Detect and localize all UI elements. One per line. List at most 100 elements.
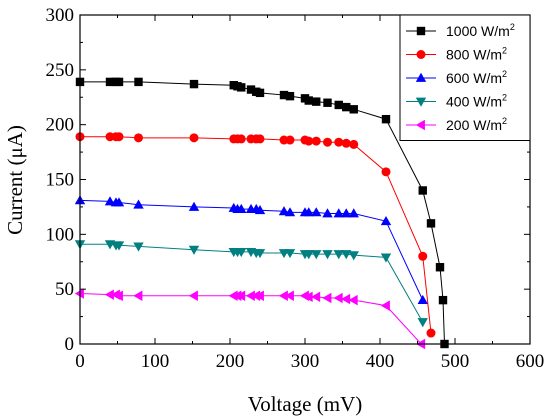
legend-item: 400 W/m2 xyxy=(406,93,507,110)
x-tick-label: 300 xyxy=(291,351,320,372)
x-tick-label: 100 xyxy=(141,351,170,372)
series-2 xyxy=(74,195,428,305)
data-point xyxy=(417,318,428,328)
data-point xyxy=(254,249,266,259)
data-point xyxy=(105,77,115,87)
data-point xyxy=(236,134,246,144)
data-point xyxy=(188,201,200,211)
x-tick-label: 400 xyxy=(366,351,395,372)
data-point xyxy=(104,196,116,206)
data-point xyxy=(348,208,359,218)
data-point xyxy=(417,294,428,305)
series-3 xyxy=(74,240,428,328)
data-point xyxy=(322,250,333,260)
data-point xyxy=(303,250,314,260)
data-point xyxy=(322,208,333,218)
data-point xyxy=(418,186,427,195)
data-point xyxy=(333,250,344,260)
data-point xyxy=(333,208,344,218)
legend-marker xyxy=(415,119,425,131)
data-point xyxy=(284,207,296,217)
data-point xyxy=(133,290,143,301)
series-4 xyxy=(74,288,426,350)
data-point xyxy=(435,263,445,272)
data-point xyxy=(349,105,358,114)
y-axis-title: Current (μA) xyxy=(3,125,27,235)
data-point xyxy=(380,300,390,311)
data-point xyxy=(311,207,322,217)
data-point xyxy=(381,114,391,124)
data-point xyxy=(304,136,314,146)
x-tick-label: 200 xyxy=(216,351,245,372)
data-point xyxy=(334,100,343,110)
data-point xyxy=(188,290,198,301)
data-point xyxy=(312,97,321,106)
data-point xyxy=(133,199,144,209)
data-point xyxy=(311,291,321,303)
data-point xyxy=(333,292,343,304)
y-tick-label: 250 xyxy=(46,60,75,81)
data-point xyxy=(278,206,290,216)
data-point xyxy=(255,134,265,144)
legend-item: 800 W/m2 xyxy=(406,46,507,63)
legend-marker xyxy=(415,97,427,107)
data-point xyxy=(311,250,322,260)
y-tick-label: 200 xyxy=(46,115,75,136)
legend-item: 1000 W/m2 xyxy=(406,22,515,39)
data-point xyxy=(255,88,265,98)
data-point xyxy=(322,292,332,304)
data-point xyxy=(380,253,392,263)
data-point xyxy=(381,167,391,177)
data-point xyxy=(426,328,436,338)
y-tick-label: 0 xyxy=(65,334,75,355)
legend-item: 200 W/m2 xyxy=(406,116,507,133)
data-point xyxy=(303,291,313,303)
data-point xyxy=(284,290,294,301)
legend-marker xyxy=(416,26,426,36)
data-point xyxy=(236,203,247,214)
data-point xyxy=(113,241,125,251)
legend-label: 1000 W/m2 xyxy=(446,22,515,39)
data-point xyxy=(342,102,351,112)
data-point xyxy=(278,290,288,301)
data-point xyxy=(438,295,448,305)
data-point xyxy=(134,133,143,143)
data-point xyxy=(74,288,84,299)
data-point xyxy=(285,135,295,145)
data-point xyxy=(189,133,199,143)
axes: 0 100 200 300 400 500 600 0 50 100 150 200 250 300 xyxy=(46,5,545,372)
data-point xyxy=(341,138,351,148)
x-axis-title: Voltage (mV) xyxy=(248,392,363,416)
data-point xyxy=(341,208,352,218)
data-point xyxy=(236,290,246,301)
data-point xyxy=(114,132,124,142)
legend-label: 600 W/m2 xyxy=(446,69,507,86)
series-1 xyxy=(75,132,436,338)
plot-area xyxy=(74,77,449,350)
legend-marker xyxy=(416,50,426,59)
data-point xyxy=(341,250,352,260)
data-point xyxy=(113,197,125,207)
data-point xyxy=(341,293,351,305)
y-tick-label: 100 xyxy=(46,224,75,245)
data-point xyxy=(113,290,123,301)
legend: 1000 W/m2 800 W/m2 600 W/m2 400 W/m2 200 W/m… xyxy=(399,14,531,141)
data-point xyxy=(303,207,314,217)
data-point xyxy=(380,215,392,226)
data-point xyxy=(418,251,428,261)
data-point xyxy=(426,219,436,228)
series-line xyxy=(80,136,432,334)
legend-marker xyxy=(415,72,427,82)
y-tick-label: 150 xyxy=(46,170,75,191)
data-point xyxy=(245,290,255,301)
data-point xyxy=(188,245,200,255)
legend-label: 200 W/m2 xyxy=(446,116,507,133)
data-point xyxy=(189,79,199,89)
data-point xyxy=(334,137,344,147)
data-point xyxy=(254,205,266,215)
data-point xyxy=(284,249,296,259)
x-tick-label: 600 xyxy=(516,351,545,372)
legend-label: 400 W/m2 xyxy=(446,93,507,110)
data-point xyxy=(304,96,313,105)
